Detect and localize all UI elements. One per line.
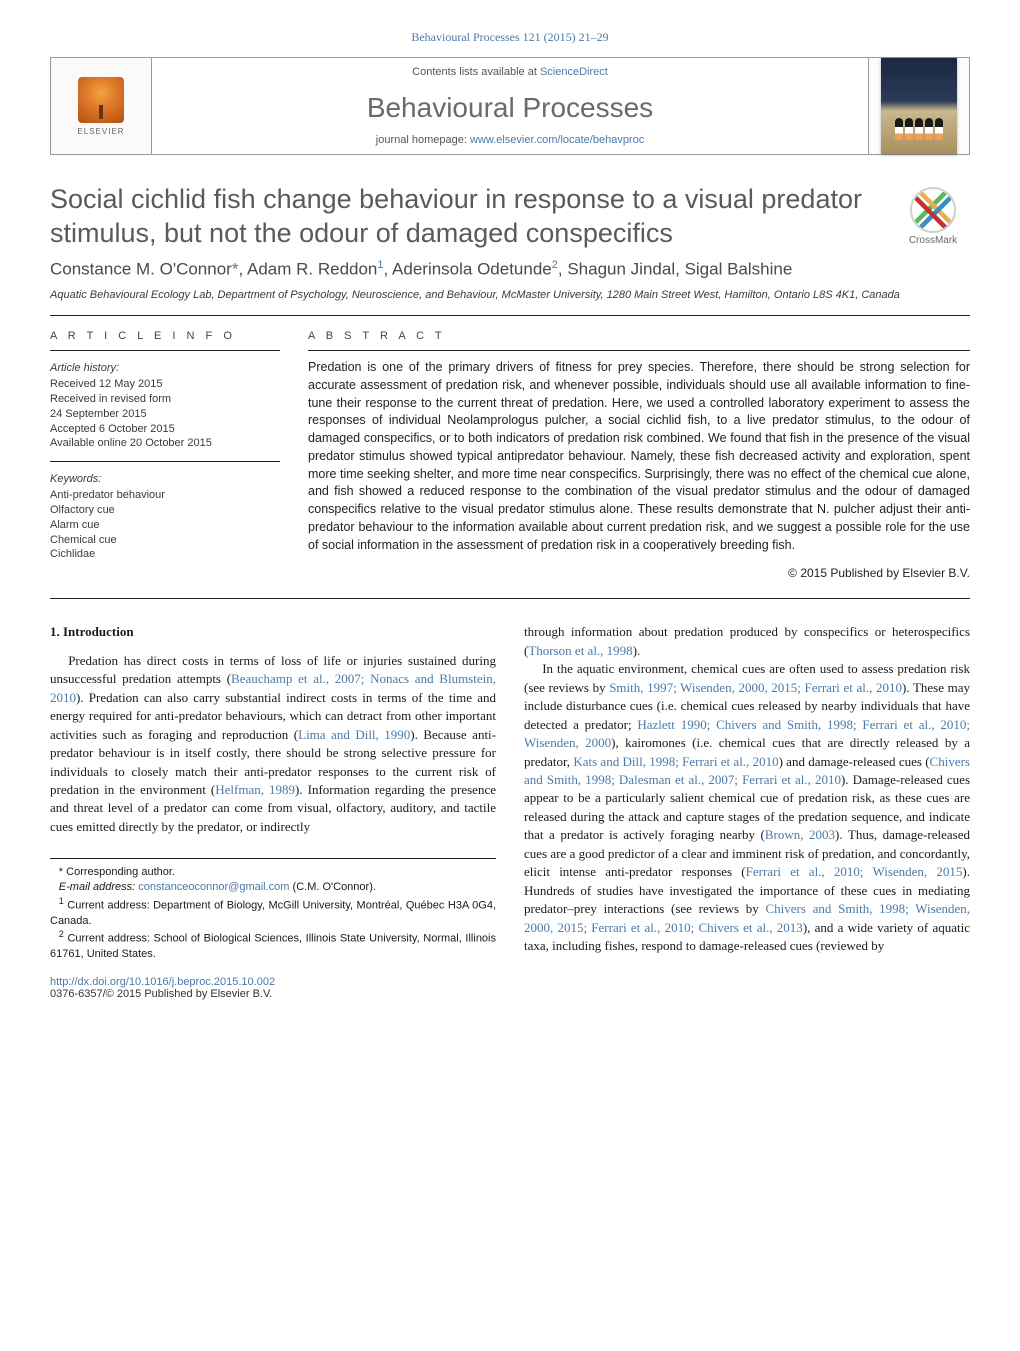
article-history-block: Article history: Received 12 May 2015 Re… <box>50 350 280 451</box>
history-accepted: Accepted 6 October 2015 <box>50 422 280 437</box>
citation-link[interactable]: Brown, 2003 <box>765 827 835 842</box>
email-footnote: E-mail address: constanceoconnor@gmail.c… <box>50 880 496 895</box>
intro-paragraph-1: Predation has direct costs in terms of l… <box>50 652 496 837</box>
affiliation: Aquatic Behavioural Ecology Lab, Departm… <box>50 289 970 301</box>
keyword: Chemical cue <box>50 533 280 548</box>
article-title: Social cichlid fish change behaviour in … <box>50 183 876 251</box>
citation-link[interactable]: Helfman, 1989 <box>215 782 295 797</box>
journal-name: Behavioural Processes <box>367 92 653 124</box>
article-page: Behavioural Processes 121 (2015) 21–29 E… <box>0 0 1020 1040</box>
intro-paragraph-2: In the aquatic environment, chemical cue… <box>524 660 970 955</box>
history-received: Received 12 May 2015 <box>50 377 280 392</box>
author-2: Adam R. Reddon <box>247 259 377 278</box>
history-revised-line1: Received in revised form <box>50 392 280 407</box>
left-column: 1. Introduction Predation has direct cos… <box>50 623 496 961</box>
journal-homepage-link[interactable]: www.elsevier.com/locate/behavproc <box>470 134 644 146</box>
citation-link[interactable]: Ferrari et al., 2010; Wisenden, 2015 <box>746 864 963 879</box>
sciencedirect-link[interactable]: ScienceDirect <box>540 66 608 78</box>
history-label: Article history: <box>50 361 280 376</box>
authors-line: Constance M. O'Connor*, Adam R. Reddon1,… <box>50 259 970 280</box>
doi-link[interactable]: http://dx.doi.org/10.1016/j.beproc.2015.… <box>50 976 275 988</box>
journal-header: ELSEVIER Contents lists available at Sci… <box>50 57 970 155</box>
right-column: through information about predation prod… <box>524 623 970 961</box>
author-4: Shagun Jindal <box>567 259 675 278</box>
journal-cover-thumbnail <box>881 58 957 154</box>
footnote-2: 2 Current address: School of Biological … <box>50 928 496 961</box>
citation-link[interactable]: Kats and Dill, 1998; Ferrari et al., 201… <box>573 754 778 769</box>
divider-rule <box>50 598 970 599</box>
keywords-block: Keywords: Anti-predator behaviour Olfact… <box>50 461 280 562</box>
citation-link[interactable]: Lima and Dill, 1990 <box>298 727 410 742</box>
citation-link[interactable]: Thorson et al., 1998 <box>528 643 632 658</box>
keywords-label: Keywords: <box>50 472 280 487</box>
abstract-block: a b s t r a c t Predation is one of the … <box>308 330 970 580</box>
keyword: Alarm cue <box>50 518 280 533</box>
keyword: Olfactory cue <box>50 503 280 518</box>
section-1-heading: 1. Introduction <box>50 623 496 641</box>
contents-line: Contents lists available at ScienceDirec… <box>412 66 608 78</box>
footnotes-block: * Corresponding author. E-mail address: … <box>50 858 496 961</box>
abstract-text: Predation is one of the primary drivers … <box>308 350 970 554</box>
author-email-link[interactable]: constanceoconnor@gmail.com <box>138 881 289 893</box>
divider-rule <box>50 315 970 316</box>
keyword: Cichlidae <box>50 547 280 562</box>
author-3: Aderinsola Odetunde <box>392 259 552 278</box>
abstract-heading: a b s t r a c t <box>308 330 970 342</box>
journal-cover-cell <box>868 58 969 154</box>
publisher-label: ELSEVIER <box>77 127 124 136</box>
crossmark-badge[interactable]: CrossMark <box>896 187 970 246</box>
author-1: Constance M. O'Connor <box>50 259 232 278</box>
crossmark-icon <box>910 187 956 233</box>
doi-issn-block: http://dx.doi.org/10.1016/j.beproc.2015.… <box>50 976 970 1000</box>
history-online: Available online 20 October 2015 <box>50 436 280 451</box>
corresponding-author-footnote: * Corresponding author. <box>50 865 496 880</box>
intro-paragraph-1-cont: through information about predation prod… <box>524 623 970 660</box>
article-info-block: a r t i c l e i n f o Article history: R… <box>50 330 280 580</box>
body-two-column: 1. Introduction Predation has direct cos… <box>50 623 970 961</box>
abstract-copyright: © 2015 Published by Elsevier B.V. <box>308 566 970 580</box>
keyword: Anti-predator behaviour <box>50 488 280 503</box>
journal-header-center: Contents lists available at ScienceDirec… <box>152 58 868 154</box>
journal-homepage-line: journal homepage: www.elsevier.com/locat… <box>376 134 644 146</box>
issn-copyright-line: 0376-6357/© 2015 Published by Elsevier B… <box>50 988 272 1000</box>
publisher-logo-cell: ELSEVIER <box>51 58 152 154</box>
running-head-citation: Behavioural Processes 121 (2015) 21–29 <box>50 30 970 45</box>
cover-art-icon <box>881 118 957 146</box>
contents-prefix: Contents lists available at <box>412 66 540 78</box>
crossmark-label: CrossMark <box>896 235 970 246</box>
footnote-1: 1 Current address: Department of Biology… <box>50 895 496 928</box>
homepage-prefix: journal homepage: <box>376 134 470 146</box>
info-abstract-row: a r t i c l e i n f o Article history: R… <box>50 330 970 580</box>
article-info-heading: a r t i c l e i n f o <box>50 330 280 342</box>
elsevier-tree-icon <box>78 77 124 123</box>
citation-link[interactable]: Smith, 1997; Wisenden, 2000, 2015; Ferra… <box>609 680 902 695</box>
title-row: Social cichlid fish change behaviour in … <box>50 183 970 251</box>
history-revised-line2: 24 September 2015 <box>50 407 280 422</box>
elsevier-logo: ELSEVIER <box>66 71 136 141</box>
author-5: Sigal Balshine <box>685 259 793 278</box>
